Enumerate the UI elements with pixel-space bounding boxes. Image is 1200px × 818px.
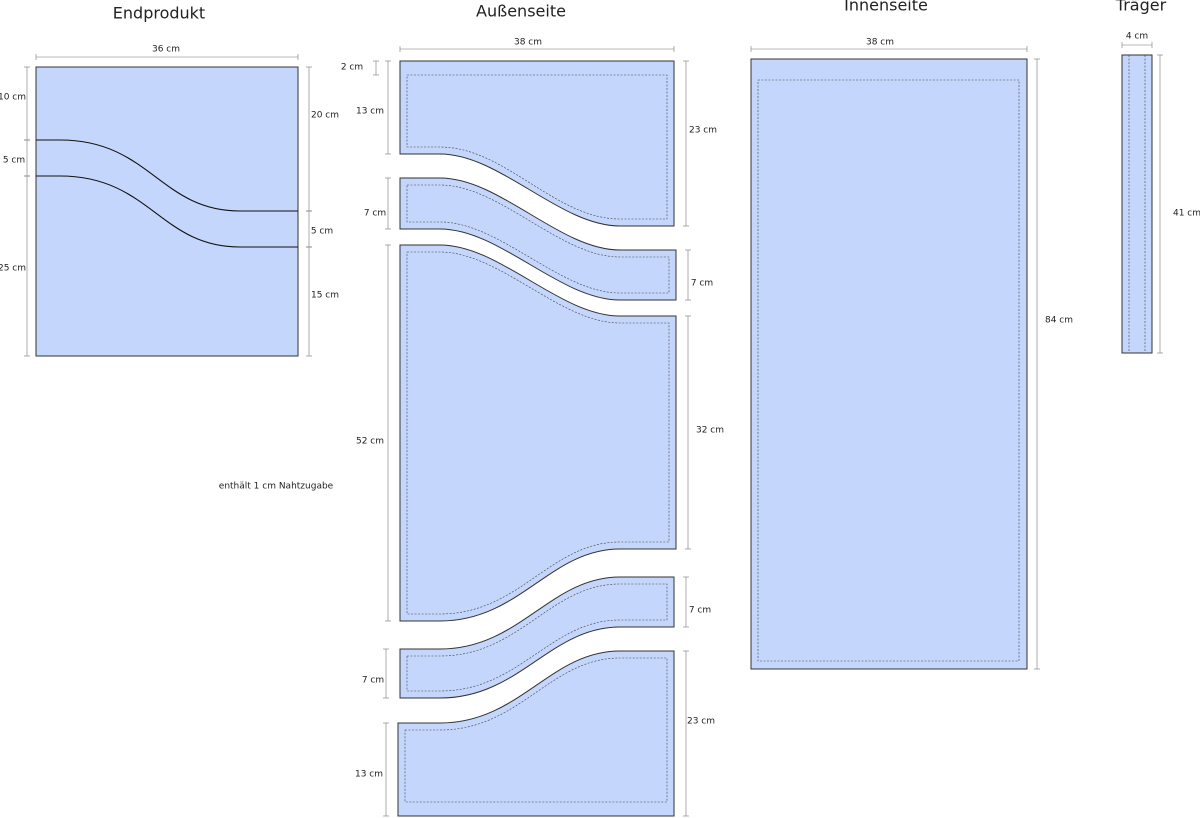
dimension-label: 38 cm: [514, 38, 542, 48]
dimension-label: 41 cm: [1173, 209, 1200, 219]
dimension-label: 25 cm: [0, 264, 26, 274]
pattern-piece: [399, 177, 677, 301]
dimension-label: 10 cm: [0, 93, 26, 103]
strap-curve: [36, 139, 298, 212]
dimension-label: 20 cm: [311, 111, 339, 121]
dimension-label: 36 cm: [152, 45, 180, 55]
dimension-label: 32 cm: [696, 426, 724, 436]
dimension-label: 7 cm: [362, 676, 384, 686]
panel-title: Innenseite: [844, 0, 928, 15]
dimension-label: 23 cm: [689, 126, 717, 136]
dimension-label: 7 cm: [689, 606, 711, 616]
dimension-label: 84 cm: [1045, 316, 1073, 326]
seam-line: [406, 583, 668, 692]
dimension-label: 38 cm: [866, 38, 894, 48]
pattern-piece: [397, 650, 675, 817]
seam-line: [404, 657, 668, 803]
dimension-label: 13 cm: [355, 770, 383, 780]
dimension-label: 4 cm: [1126, 32, 1148, 42]
seam-line: [406, 184, 670, 294]
panel-title: Außenseite: [476, 2, 566, 21]
pattern-piece: [399, 576, 675, 699]
pattern-piece: [399, 60, 675, 227]
dimension-label: 7 cm: [364, 209, 386, 219]
dimension-label: 7 cm: [691, 279, 713, 289]
seam-line: [1128, 55, 1146, 353]
dimension-label: 23 cm: [687, 717, 715, 727]
dimension-label: 52 cm: [356, 437, 384, 447]
dimension-label: 5 cm: [3, 156, 25, 166]
dimension-label: 13 cm: [356, 107, 384, 117]
pattern-piece: [399, 244, 677, 622]
note: enthält 1 cm Nahtzugabe: [219, 482, 334, 492]
dimension-label: 5 cm: [311, 227, 333, 237]
pattern-piece: [1121, 54, 1153, 354]
panel-title: Träger: [1115, 0, 1167, 15]
strap-curve: [36, 175, 298, 248]
seam-line: [757, 79, 1020, 662]
dimension-label: 15 cm: [311, 291, 339, 301]
panel-title: Endprodukt: [113, 4, 205, 23]
seam-line: [406, 74, 668, 220]
dimension-label: 2 cm: [341, 63, 363, 73]
pattern-piece: [750, 58, 1028, 670]
